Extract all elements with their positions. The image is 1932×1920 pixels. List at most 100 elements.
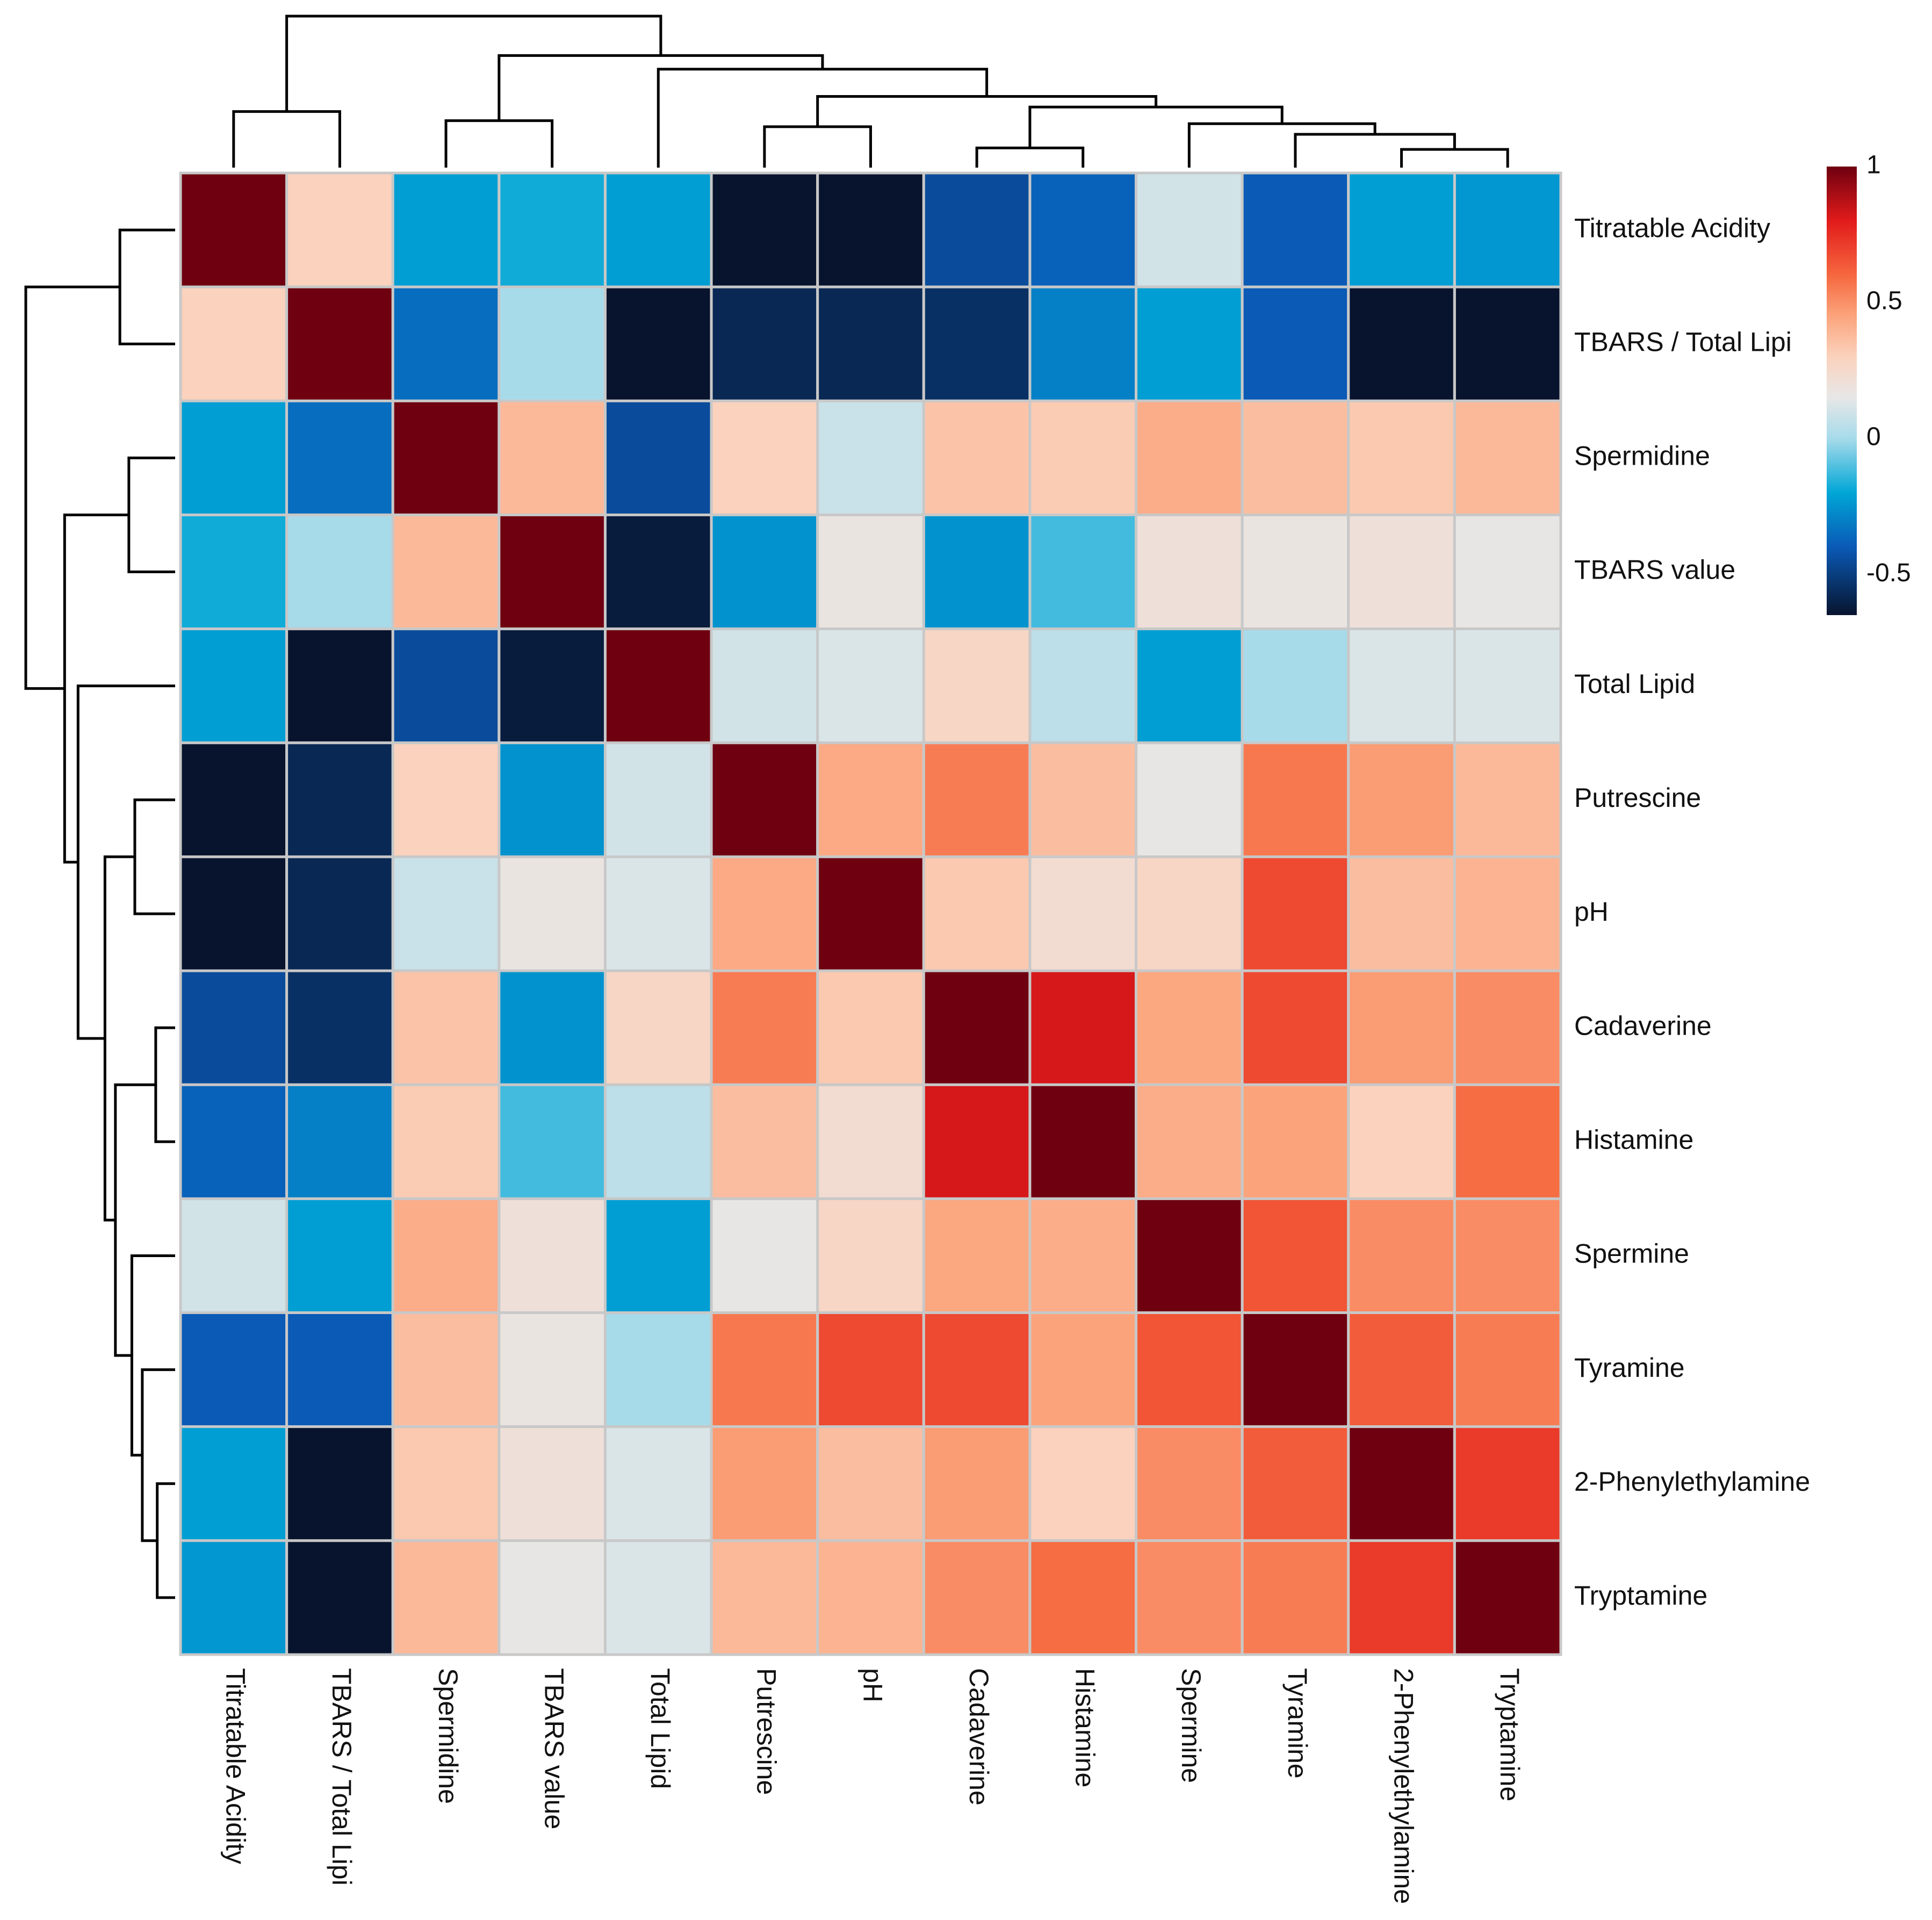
- heatmap-cell: [1453, 513, 1562, 631]
- heatmap-cell: [391, 513, 501, 631]
- heatmap-cell: [816, 399, 925, 516]
- heatmap-cell: [1028, 285, 1138, 402]
- heatmap-cell: [1028, 1083, 1138, 1200]
- column-dendrogram-branch: [498, 54, 824, 121]
- heatmap-cell: [922, 1539, 1032, 1656]
- heatmap-cell: [603, 1311, 713, 1428]
- heatmap-cell: [1241, 1539, 1350, 1656]
- heatmap-cell: [1241, 513, 1350, 631]
- heatmap-cell: [1347, 1539, 1456, 1656]
- heatmap-cell: [1453, 627, 1562, 745]
- row-label: Spermine: [1574, 1239, 1689, 1269]
- row-dendrogram-branch: [156, 1482, 175, 1599]
- heatmap-cell: [1453, 1539, 1562, 1656]
- row-label: TBARS value: [1574, 555, 1735, 585]
- heatmap-cell: [498, 1311, 607, 1428]
- column-label: 2-Phenylethylamine: [1388, 1668, 1418, 1904]
- heatmap-cell: [922, 1311, 1032, 1428]
- row-dendrogram-branch: [76, 684, 175, 1040]
- heatmap-cell: [1241, 1197, 1350, 1315]
- heatmap-cell: [391, 969, 501, 1086]
- heatmap-cell: [1241, 171, 1350, 288]
- row-dendrogram-branch: [133, 798, 175, 915]
- row-label: Cadaverine: [1574, 1010, 1712, 1041]
- column-dendrogram-branch: [657, 68, 989, 168]
- heatmap-cell: [391, 1083, 501, 1200]
- heatmap-cell: [1347, 1425, 1456, 1542]
- heatmap-cell: [285, 855, 394, 972]
- colorbar-tick-label: 0: [1866, 423, 1881, 451]
- heatmap-cell: [179, 855, 289, 972]
- row-dendrogram-branch: [103, 855, 135, 1222]
- heatmap-cell: [179, 1539, 289, 1656]
- row-dendrogram-branch: [127, 456, 175, 574]
- heatmap-cell: [1453, 1425, 1562, 1542]
- heatmap-cell: [285, 1311, 394, 1428]
- column-dendrogram: [232, 15, 1509, 168]
- heatmap-cell: [1347, 1083, 1456, 1200]
- row-label: Titratable Acidity: [1574, 213, 1770, 243]
- column-dendrogram-branch: [816, 95, 1158, 127]
- column-label: Cadaverine: [964, 1668, 994, 1806]
- heatmap-cell: [1135, 627, 1244, 745]
- heatmap-cell: [391, 285, 501, 402]
- heatmap-cell: [391, 171, 501, 288]
- heatmap-cell: [179, 741, 289, 858]
- heatmap-cells: [179, 171, 1562, 1656]
- heatmap-cell: [391, 741, 501, 858]
- column-label: Spermine: [1176, 1668, 1206, 1783]
- row-label: Spermidine: [1574, 441, 1710, 471]
- column-dendrogram-branch: [763, 125, 872, 168]
- column-label: Histamine: [1070, 1668, 1100, 1787]
- heatmap-cell: [816, 285, 925, 402]
- heatmap-cell: [1028, 171, 1138, 288]
- heatmap-cell: [179, 969, 289, 1086]
- heatmap-cell: [1135, 855, 1244, 972]
- column-dendrogram-branch: [1028, 105, 1284, 148]
- row-label: Total Lipid: [1574, 669, 1695, 699]
- heatmap-cell: [1241, 1311, 1350, 1428]
- row-dendrogram: [24, 228, 175, 1599]
- heatmap-cell: [922, 741, 1032, 858]
- heatmap-cell: [1241, 741, 1350, 858]
- row-label: pH: [1574, 897, 1609, 927]
- heatmap-cell: [391, 1539, 501, 1656]
- heatmap-cell: [1028, 1311, 1138, 1428]
- heatmap-cell: [710, 171, 819, 288]
- heatmap-cell: [1453, 969, 1562, 1086]
- heatmap-cell: [922, 171, 1032, 288]
- heatmap-cell: [816, 741, 925, 858]
- heatmap-cell: [1241, 399, 1350, 516]
- heatmap-cell: [1135, 1311, 1244, 1428]
- heatmap-cell: [1453, 1197, 1562, 1315]
- heatmap-cell: [816, 1083, 925, 1200]
- row-dendrogram-branch: [63, 513, 129, 864]
- heatmap-cell: [498, 1425, 607, 1542]
- heatmap-cell: [1028, 741, 1138, 858]
- heatmap-cell: [922, 1425, 1032, 1542]
- heatmap-cell: [285, 741, 394, 858]
- heatmap-cell: [1028, 1539, 1138, 1656]
- heatmap-cell: [1453, 1311, 1562, 1428]
- heatmap-cell: [179, 1425, 289, 1542]
- heatmap-cell: [391, 855, 501, 972]
- heatmap-cell: [1347, 855, 1456, 972]
- heatmap-cell: [603, 285, 713, 402]
- heatmap-cell: [1241, 1083, 1350, 1200]
- heatmap-cell: [1135, 171, 1244, 288]
- heatmap-cell: [922, 1197, 1032, 1315]
- heatmap-cell: [922, 627, 1032, 745]
- colorbar-gradient: [1827, 167, 1857, 615]
- heatmap-cell: [1347, 1311, 1456, 1428]
- column-dendrogram-branch: [1294, 133, 1456, 168]
- heatmap-cell: [1347, 741, 1456, 858]
- row-label: TBARS / Total Lipi: [1574, 327, 1792, 357]
- heatmap-cell: [498, 513, 607, 631]
- heatmap-cell: [285, 399, 394, 516]
- heatmap-cell: [816, 513, 925, 631]
- column-dendrogram-branch: [444, 119, 554, 168]
- heatmap-cell: [1347, 969, 1456, 1086]
- row-label: Tyramine: [1574, 1353, 1685, 1383]
- heatmap-cell: [710, 1311, 819, 1428]
